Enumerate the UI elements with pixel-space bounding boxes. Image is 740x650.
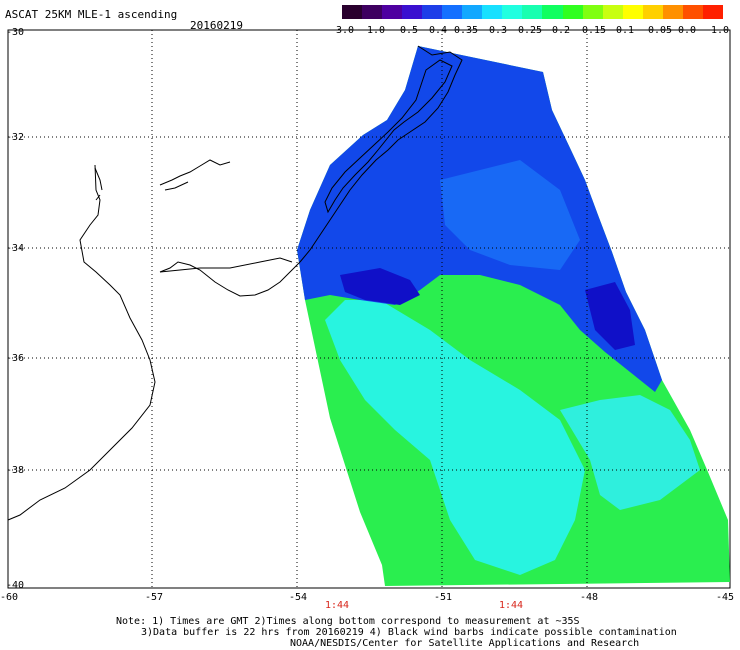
colorbar-swatch: [622, 5, 643, 19]
colorbar-swatch: [582, 5, 603, 19]
colorbar-swatch: [682, 5, 703, 19]
colorbar-swatch: [442, 5, 463, 19]
map-title: ASCAT 25KM MLE-1 ascending: [5, 8, 178, 21]
lon-label-60: -60: [0, 592, 19, 603]
lat-grid: [8, 136, 730, 471]
note-line-1: Note: 1) Times are GMT 2)Times along bot…: [116, 616, 580, 627]
cyan-region: [325, 300, 585, 575]
note-line-2: 3)Data buffer is 22 hrs from 20160219 4)…: [141, 627, 677, 638]
dark-blue-blob-2: [585, 282, 635, 350]
map-frame: [7, 29, 731, 589]
coastline-brazil: [299, 45, 463, 263]
time-label-2: 1:44: [499, 600, 524, 611]
map-date: 20160219: [190, 19, 243, 32]
coastline-uruguay: [159, 261, 301, 297]
colorbar-swatch: [562, 5, 583, 19]
colorbar-swatch: [662, 5, 683, 19]
colorbar: [342, 5, 723, 19]
colorbar-swatch: [362, 5, 383, 19]
lat-label-40: -40: [6, 580, 25, 591]
colorbar-swatch: [642, 5, 663, 19]
colorbar-swatch: [542, 5, 563, 19]
colorbar-swatch: [382, 5, 403, 19]
lat-label-38: -38: [6, 465, 25, 476]
coastline-detail: [159, 257, 293, 273]
lon-label-54: -54: [289, 592, 308, 603]
note-line-3: NOAA/NESDIS/Center for Satellite Applica…: [290, 638, 640, 649]
colorbar-swatch: [482, 5, 503, 19]
lat-label-36: -36: [6, 353, 25, 364]
river-delta: [94, 159, 231, 201]
lat-label-32: -32: [6, 132, 25, 143]
colorbar-swatch: [342, 5, 363, 19]
colorbar-swatch: [602, 5, 623, 19]
colorbar-swatch: [402, 5, 423, 19]
colorbar-swatch: [462, 5, 483, 19]
blue-region-lighter: [440, 160, 580, 270]
cyan-region-2: [560, 395, 700, 510]
colorbar-swatch: [702, 5, 723, 19]
lon-label-57: -57: [145, 592, 164, 603]
colorbar-swatch: [422, 5, 443, 19]
lon-label-48: -48: [580, 592, 599, 603]
lon-grid: [151, 30, 588, 588]
colorbar-swatch: [502, 5, 523, 19]
lon-label-51: -51: [434, 592, 453, 603]
lon-label-45: -45: [716, 592, 735, 603]
dark-blue-blob: [340, 268, 420, 305]
river-plate-coast: [7, 164, 156, 521]
lagoon-patos: [324, 59, 453, 214]
lat-label-30: -30: [6, 27, 25, 38]
time-label-1: 1:44: [325, 600, 350, 611]
colorbar-swatch: [522, 5, 543, 19]
lat-label-34: -34: [6, 243, 25, 254]
